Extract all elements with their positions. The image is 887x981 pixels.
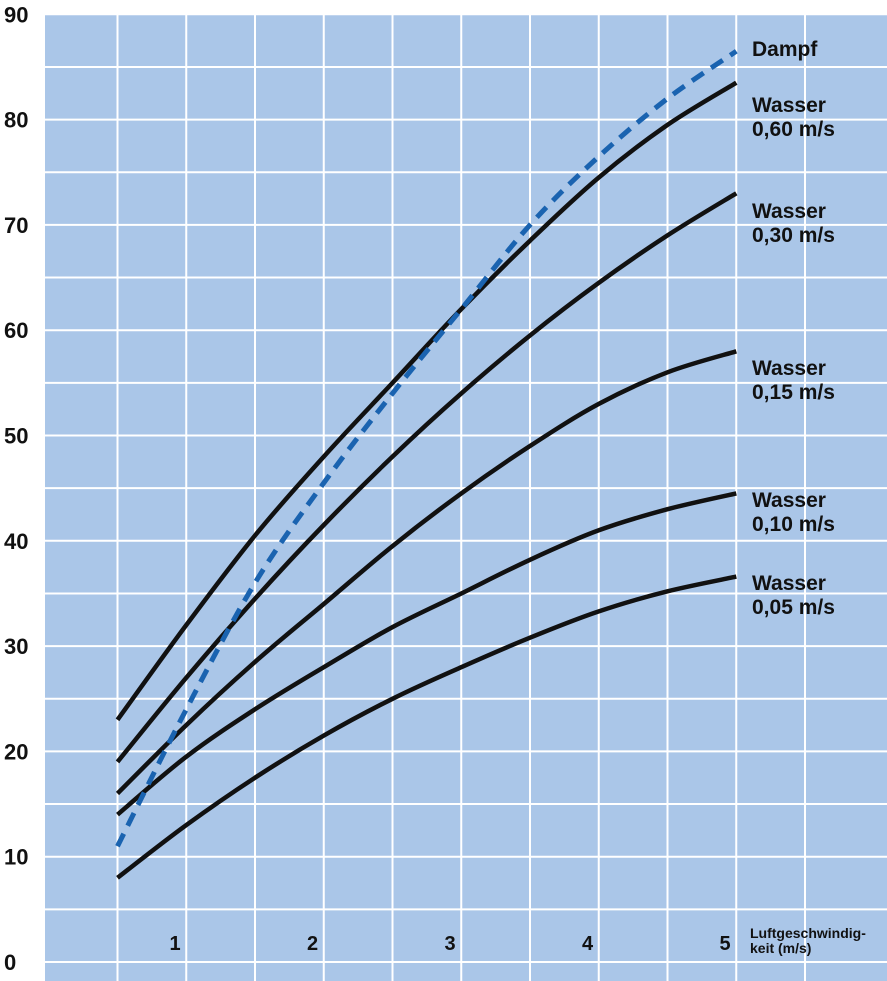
series-label-wasser-0-60-m-s: Wasser 0,60 m/s [752,94,835,141]
y-tick-label: 60 [4,318,28,343]
y-tick-label: 90 [4,2,28,27]
y-tick-label: 30 [4,634,28,659]
x-tick-label: 1 [169,933,180,955]
x-tick-label: 3 [444,933,455,955]
series-label-wasser-0-05-m-s: Wasser 0,05 m/s [752,572,835,619]
y-tick-label: 40 [4,529,28,554]
y-tick-label: 20 [4,739,28,764]
series-line-dampf [115,49,738,848]
series-line-wasser-0-15-m-s [115,349,737,796]
x-tick-label: 2 [307,933,318,955]
y-tick-label: 0 [4,950,16,975]
y-tick-label: 10 [4,845,28,870]
series-label-wasser-0-30-m-s: Wasser 0,30 m/s [752,200,835,247]
x-tick-label: 4 [582,933,594,955]
y-tick-label: 50 [4,424,28,449]
series-line-wasser-0-05-m-s [116,574,737,880]
series-label-dampf: Dampf [752,38,818,61]
series-label-wasser-0-15-m-s: Wasser 0,15 m/s [752,357,835,404]
series-line-wasser-0-10-m-s [116,491,737,817]
series-label-wasser-0-10-m-s: Wasser 0,10 m/s [752,489,835,536]
x-axis-title: keit (m/s) [750,940,811,956]
series-line-wasser-0-60-m-s [115,80,738,722]
y-tick-label: 70 [4,213,28,238]
series-line-wasser-0-30-m-s [115,191,738,764]
x-tick-label: 5 [719,933,730,955]
x-axis-title: Luftgeschwindig- [750,925,866,941]
y-tick-label: 80 [4,108,28,133]
